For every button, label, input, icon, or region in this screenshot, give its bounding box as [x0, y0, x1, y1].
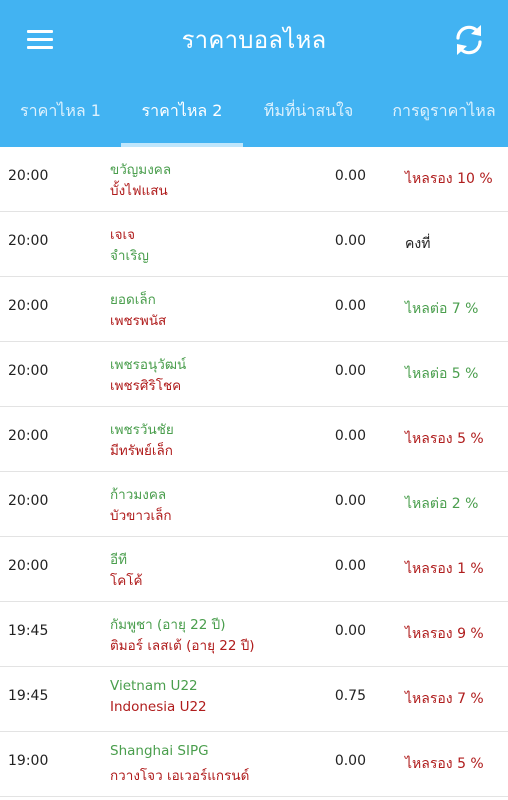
price-flow-status: ไหลต่อ 7 %: [405, 301, 479, 317]
away-team: จำเริญ: [110, 248, 149, 264]
tab-price-flow-1[interactable]: ราคาไหล 1: [20, 101, 101, 120]
price-flow-status: ไหลรอง 1 %: [405, 561, 484, 577]
active-tab-indicator: [121, 143, 243, 147]
match-time: 20:00: [8, 428, 49, 444]
match-row[interactable]: 19:45 กัมพูชา (อายุ 22 ปี) ติมอร์ เลสเต้ (…: [0, 602, 508, 667]
odds-price: 0.00: [334, 363, 366, 379]
tab-how-to-read-prices[interactable]: การดูราคาไหล: [392, 101, 496, 120]
home-team: ก้าวมงคล: [110, 487, 167, 503]
away-team: กวางโจว เอเวอร์แกรนด์: [110, 768, 250, 784]
price-flow-status: ไหลรอง 9 %: [405, 626, 484, 642]
price-flow-status: ไหลต่อ 5 %: [405, 366, 479, 382]
price-flow-status: ไหลรอง 5 %: [405, 756, 484, 772]
odds-price: 0.00: [334, 493, 366, 509]
odds-price: 0.00: [334, 753, 366, 769]
match-row[interactable]: 20:00 อีทีโคโค้ 0.00 ไหลรอง 1 %: [0, 537, 508, 602]
match-time: 19:45: [8, 688, 49, 704]
match-list[interactable]: 20:00 ขวัญมงคล บั้งไฟแสน 0.00 ไหลรอง 10 % 20:…: [0, 147, 508, 797]
away-team: โคโค้: [110, 573, 143, 589]
away-team: เพชรศิริโชค: [110, 378, 182, 394]
odds-price: 0.00: [334, 233, 366, 249]
refresh-icon[interactable]: [450, 22, 488, 58]
home-team: เพชรวันชัย: [110, 422, 174, 438]
home-team: อีที: [110, 552, 128, 568]
away-team: Indonesia U22: [110, 699, 207, 715]
price-flow-status: ไหลต่อ 2 %: [405, 496, 479, 512]
match-row[interactable]: 20:00 เพชรวันชัยมีทรัพย์เล็ก 0.00 ไหลรอง 5 …: [0, 407, 508, 472]
match-time: 20:00: [8, 233, 49, 249]
match-time: 19:45: [8, 623, 49, 639]
match-row[interactable]: 19:00 Shanghai SIPG กวางโจว เอเวอร์แกรนด์ 0…: [0, 732, 508, 797]
home-team: ยอดเล็ก: [110, 292, 156, 308]
away-team: เพชรพนัส: [110, 313, 167, 329]
match-time: 20:00: [8, 493, 49, 509]
home-team: Shanghai SIPG: [110, 743, 209, 759]
tab-bar: ราคาไหล 1 ราคาไหล 2 ทีมที่น่าสนใจ การดูร…: [0, 86, 508, 147]
price-flow-status: ไหลรอง 5 %: [405, 431, 484, 447]
match-row[interactable]: 20:00 เพชรอนุวัฒน์เพชรศิริโชค 0.00 ไหลต่อ 5…: [0, 342, 508, 407]
odds-price: 0.00: [334, 168, 366, 184]
match-time: 20:00: [8, 168, 49, 184]
away-team: บัวขาวเล็ก: [110, 508, 172, 524]
menu-icon[interactable]: [20, 24, 60, 56]
home-team: Vietnam U22: [110, 678, 198, 694]
home-team: เจเจ: [110, 227, 136, 243]
price-flow-status: คงที่: [405, 236, 431, 252]
tab-interesting-teams[interactable]: ทีมที่น่าสนใจ: [263, 101, 354, 120]
odds-price: 0.75: [334, 688, 366, 704]
match-row[interactable]: 20:00 ก้าวมงคลบัวขาวเล็ก 0.00 ไหลต่อ 2 %: [0, 472, 508, 537]
match-time: 20:00: [8, 298, 49, 314]
match-time: 20:00: [8, 363, 49, 379]
match-row[interactable]: 20:00 ขวัญมงคลบั้งไฟแสน 0.00 ไหลรอง 10 %: [0, 147, 508, 212]
odds-price: 0.00: [334, 623, 366, 639]
home-team: เพชรอนุวัฒน์: [110, 357, 187, 373]
page-title: ราคาบอลไหล: [181, 26, 327, 54]
away-team: บั้งไฟแสน: [110, 183, 168, 199]
away-team: มีทรัพย์เล็ก: [110, 443, 173, 459]
match-time: 20:00: [8, 558, 49, 574]
match-row[interactable]: 20:00 เจเจจำเริญ 0.00 คงที่: [0, 212, 508, 277]
away-team: ติมอร์ เลสเต้ (อายุ 22 ปี): [110, 638, 255, 654]
app-bar: ราคาบอลไหล ราคาไหล 1 ราคาไหล 2 ทีมที่น่า…: [0, 0, 508, 147]
price-flow-status: ไหลรอง 10 %: [405, 171, 493, 187]
tab-price-flow-2[interactable]: ราคาไหล 2: [141, 101, 223, 120]
home-team: ขวัญมงคล: [110, 162, 172, 178]
odds-price: 0.00: [334, 428, 366, 444]
odds-price: 0.00: [334, 298, 366, 314]
match-row[interactable]: 20:00 ยอดเล็กเพชรพนัส 0.00 ไหลต่อ 7 %: [0, 277, 508, 342]
match-row[interactable]: 19:45 Vietnam U22 Indonesia U22 0.75 ไหลรอง …: [0, 667, 508, 732]
match-time: 19:00: [8, 753, 49, 769]
odds-price: 0.00: [334, 558, 366, 574]
price-flow-status: ไหลรอง 7 %: [405, 691, 484, 707]
home-team: กัมพูชา (อายุ 22 ปี): [110, 617, 226, 633]
